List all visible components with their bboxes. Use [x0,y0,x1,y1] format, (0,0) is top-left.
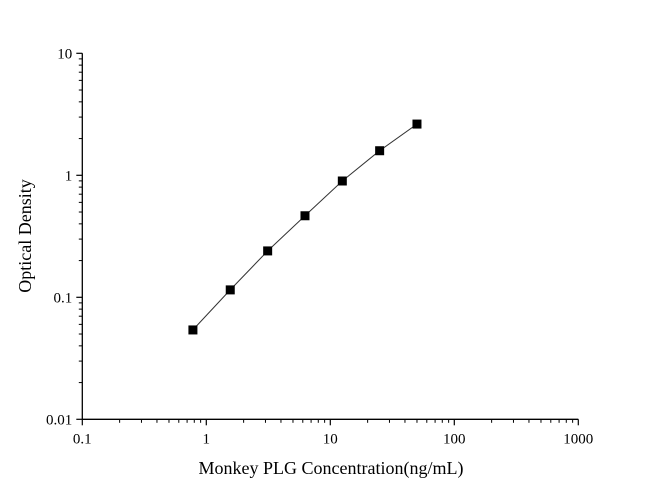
data-point [225,285,235,295]
series [188,119,422,335]
y-tick-label: 1 [65,168,73,184]
x-tick-label: 10 [323,431,338,447]
x-axis-title: Monkey PLG Concentration(ng/mL) [199,458,464,479]
y-tick-label: 0.01 [46,412,72,428]
data-point [412,119,422,129]
x-tick-label: 1 [203,431,211,447]
x-tick-label: 100 [443,431,466,447]
x-tick-label: 0.1 [73,431,92,447]
x-tick-label: 1000 [563,431,593,447]
y-axis-title: Optical Density [15,179,35,292]
data-point [300,211,310,221]
y-tick-label: 10 [57,46,72,62]
data-point [375,146,385,156]
axes [76,52,579,426]
data-point [263,246,273,256]
data-point [188,325,198,335]
data-point [337,176,347,186]
y-tick-label: 0.1 [54,290,73,306]
